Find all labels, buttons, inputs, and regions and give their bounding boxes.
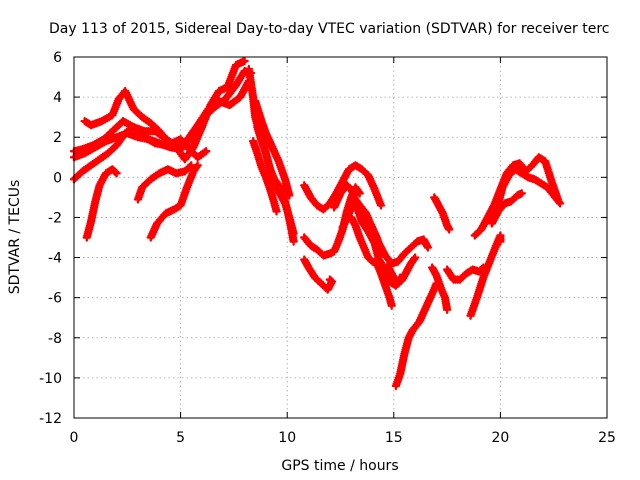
data-point (187, 161, 196, 170)
x-tick-label: 0 (70, 430, 79, 446)
series-20 (391, 279, 441, 391)
chart-title: Day 113 of 2015, Sidereal Day-to-day VTE… (49, 21, 609, 37)
data-point (445, 225, 454, 234)
series-4 (69, 122, 211, 184)
series-24 (466, 231, 505, 320)
series-6 (133, 161, 196, 204)
series-10 (248, 137, 281, 216)
data-point (272, 207, 281, 216)
data-point (112, 169, 121, 178)
x-tick-label: 15 (385, 430, 403, 446)
data-points (69, 56, 565, 391)
series-26 (491, 165, 565, 216)
data-point (289, 237, 298, 246)
y-tick-label: 6 (53, 50, 62, 66)
data-point (423, 243, 433, 252)
data-point (442, 305, 452, 314)
series-13 (300, 255, 337, 294)
data-point (517, 189, 526, 198)
series-18 (368, 225, 433, 268)
data-point (325, 275, 335, 284)
y-tick-label: 0 (53, 170, 62, 186)
series-14 (300, 161, 386, 214)
series-21 (430, 193, 454, 234)
data-point (496, 237, 505, 246)
plot-frame (73, 56, 608, 419)
data-point (193, 161, 202, 170)
x-axis-label: GPS time / hours (281, 458, 398, 474)
series-27 (487, 189, 526, 228)
x-tick-label: 25 (598, 430, 616, 446)
series-22 (427, 263, 452, 314)
series-23 (442, 263, 488, 284)
y-tick-label: 4 (53, 90, 62, 106)
x-tick-label: 10 (278, 430, 296, 446)
series-11 (251, 96, 294, 200)
axis-tick-labels: 0 5 10 15 20 25 -12 -10 -8 -6 -4 -2 0 2 4 6 (39, 50, 616, 446)
x-tick-label: 20 (491, 430, 509, 446)
y-tick-label: -2 (48, 210, 62, 226)
y-axis-label: SDTVAR / TECUs (7, 180, 23, 295)
data-point (201, 147, 211, 156)
y-tick-label: -12 (39, 411, 62, 427)
series-7 (146, 161, 202, 242)
y-tick-label: 2 (53, 130, 62, 146)
x-tick-label: 5 (176, 430, 185, 446)
series-17 (346, 213, 396, 310)
data-point (555, 199, 565, 208)
data-point (240, 56, 249, 66)
data-point (410, 253, 420, 262)
data-point (285, 191, 294, 200)
y-tick-label: -10 (39, 371, 62, 387)
data-point (387, 301, 396, 310)
data-point (376, 201, 386, 210)
y-tick-label: -8 (48, 331, 62, 347)
y-tick-label: -4 (48, 251, 62, 267)
y-tick-label: -6 (48, 291, 62, 307)
series-19 (383, 253, 420, 288)
series-5 (82, 165, 121, 242)
data-point (355, 189, 364, 198)
series-9 (253, 122, 298, 246)
